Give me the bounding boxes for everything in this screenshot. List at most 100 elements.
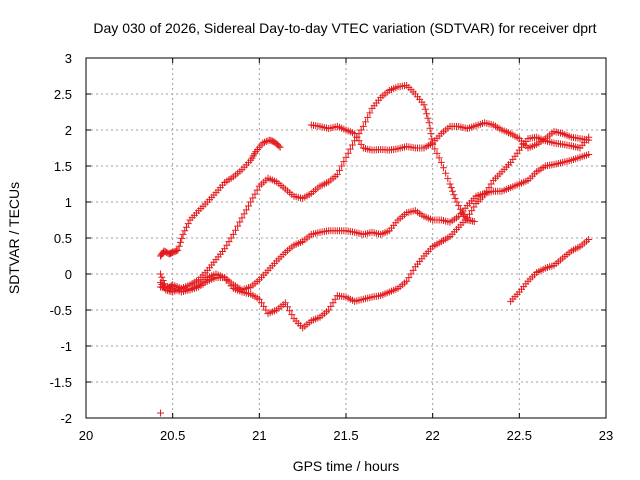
data-point [453, 198, 461, 206]
data-point [286, 307, 294, 315]
data-point [353, 133, 361, 141]
y-tick-label: 2 [65, 123, 72, 138]
data-point [483, 187, 491, 195]
data-point [174, 246, 182, 254]
data-points [157, 81, 593, 417]
data-series [157, 81, 478, 296]
x-tick-label: 23 [599, 428, 613, 443]
y-tick-label: 1 [65, 195, 72, 210]
data-point [420, 101, 428, 109]
data-point [409, 266, 417, 274]
data-point [333, 171, 341, 179]
data-point [179, 230, 187, 238]
data-point [357, 126, 365, 134]
y-tick-label: 3 [65, 51, 72, 66]
data-point [355, 137, 363, 145]
data-point [426, 124, 434, 132]
data-series [307, 119, 593, 154]
data-point [236, 218, 244, 226]
data-point [159, 276, 167, 284]
x-tick-label: 21 [252, 428, 266, 443]
data-point [242, 206, 250, 214]
data-point [232, 226, 239, 234]
data-point [421, 105, 429, 113]
data-point [276, 143, 284, 151]
data-point [288, 311, 296, 319]
data-point [225, 238, 233, 246]
data-point [428, 135, 436, 143]
x-axis-label: GPS time / hours [293, 458, 400, 474]
data-point [327, 302, 335, 310]
data-point [247, 198, 255, 206]
data-point [487, 180, 495, 188]
data-point [253, 186, 261, 194]
data-point [463, 214, 471, 222]
data-point [221, 245, 229, 253]
data-point [403, 277, 411, 285]
data-point [175, 242, 183, 250]
data-point [407, 270, 415, 278]
data-point [325, 306, 333, 314]
data-point [366, 109, 374, 117]
data-point [261, 138, 269, 146]
data-point [344, 149, 352, 157]
data-point [262, 306, 270, 314]
y-tick-label: -2 [60, 411, 72, 426]
data-series [157, 409, 165, 417]
data-point [427, 130, 435, 138]
data-series [157, 136, 284, 260]
data-point [447, 184, 455, 192]
data-point [442, 169, 450, 177]
data-point [336, 166, 343, 174]
data-point [364, 113, 372, 121]
data-point [468, 207, 476, 215]
data-point [451, 194, 459, 202]
data-point [183, 223, 191, 231]
data-point [342, 153, 350, 161]
data-point [433, 149, 441, 157]
data-point [227, 234, 235, 242]
y-axis-label: SDTVAR / TECUs [6, 182, 22, 294]
y-tick-label: 1.5 [54, 159, 72, 174]
data-point [449, 187, 457, 195]
y-tick-label: -0.5 [50, 303, 72, 318]
data-point [444, 175, 452, 183]
x-tick-label: 20.5 [160, 428, 185, 443]
data-point [262, 138, 270, 146]
data-point [173, 247, 181, 255]
axis-ticks: 20 20.5 21 21.5 22 22.5 23-2-1.5-1-0.500.511.5… [50, 51, 614, 443]
data-point [359, 122, 367, 130]
data-point [481, 191, 489, 199]
y-tick-label: -1 [60, 339, 72, 354]
data-point [249, 194, 257, 202]
data-point [405, 274, 413, 282]
data-point [585, 235, 593, 243]
x-tick-label: 21.5 [333, 428, 358, 443]
data-point [158, 273, 166, 281]
data-point [338, 162, 346, 170]
data-point [450, 191, 458, 199]
data-point [157, 270, 165, 278]
data-point [424, 114, 432, 122]
data-point [157, 409, 165, 417]
data-point [362, 118, 369, 126]
data-point [176, 238, 184, 246]
data-point [178, 234, 186, 242]
data-point [446, 180, 454, 188]
data-point [455, 202, 463, 210]
data-point [340, 158, 348, 166]
data-point [351, 130, 359, 138]
data-point [349, 141, 356, 149]
data-point [585, 150, 593, 158]
x-tick-label: 22 [425, 428, 439, 443]
data-point [431, 145, 439, 153]
y-tick-label: 0.5 [54, 231, 72, 246]
data-point [470, 203, 478, 211]
data-point [251, 190, 259, 198]
data-point [181, 227, 189, 235]
data-point [258, 299, 265, 307]
data-point [255, 295, 263, 303]
data-point [437, 158, 445, 166]
data-point [425, 119, 433, 127]
